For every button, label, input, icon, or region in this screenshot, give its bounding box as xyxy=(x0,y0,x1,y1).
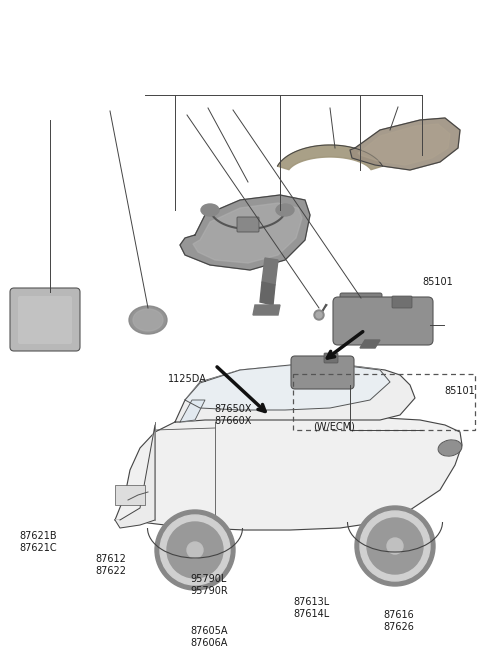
Circle shape xyxy=(155,510,235,590)
Text: 1125DA: 1125DA xyxy=(168,374,206,384)
FancyBboxPatch shape xyxy=(291,356,354,389)
Ellipse shape xyxy=(133,309,163,331)
Bar xyxy=(115,485,145,505)
Circle shape xyxy=(167,522,223,578)
Polygon shape xyxy=(115,415,462,530)
Polygon shape xyxy=(262,258,278,285)
Text: (W/ECM): (W/ECM) xyxy=(312,422,355,432)
Text: 87605A
87606A: 87605A 87606A xyxy=(190,626,228,648)
Text: 85101: 85101 xyxy=(444,386,475,396)
Polygon shape xyxy=(193,203,302,263)
Ellipse shape xyxy=(129,306,167,334)
Bar xyxy=(293,374,475,430)
Text: 87612
87622: 87612 87622 xyxy=(95,554,126,576)
FancyBboxPatch shape xyxy=(18,296,72,344)
Text: 87621B
87621C: 87621B 87621C xyxy=(19,531,57,553)
Text: 87616
87626: 87616 87626 xyxy=(383,610,414,632)
Polygon shape xyxy=(360,340,380,348)
Ellipse shape xyxy=(439,441,461,455)
Text: 85101: 85101 xyxy=(422,277,453,287)
Polygon shape xyxy=(115,425,155,528)
Circle shape xyxy=(316,312,322,318)
FancyBboxPatch shape xyxy=(237,217,259,232)
Polygon shape xyxy=(175,365,415,422)
Circle shape xyxy=(314,310,324,320)
FancyBboxPatch shape xyxy=(392,296,412,308)
Circle shape xyxy=(160,515,230,585)
Circle shape xyxy=(355,506,435,586)
Polygon shape xyxy=(277,145,383,170)
Circle shape xyxy=(367,518,423,574)
Circle shape xyxy=(360,511,430,581)
FancyBboxPatch shape xyxy=(10,288,80,351)
Polygon shape xyxy=(358,124,450,165)
Ellipse shape xyxy=(276,204,294,216)
FancyBboxPatch shape xyxy=(340,293,382,322)
Polygon shape xyxy=(180,400,205,422)
Text: 95790L
95790R: 95790L 95790R xyxy=(190,574,228,596)
Circle shape xyxy=(187,542,203,558)
Polygon shape xyxy=(350,118,460,170)
Polygon shape xyxy=(185,365,390,410)
Polygon shape xyxy=(260,282,275,305)
Text: 87650X
87660X: 87650X 87660X xyxy=(214,404,252,426)
Circle shape xyxy=(387,538,403,554)
Polygon shape xyxy=(253,305,280,315)
FancyBboxPatch shape xyxy=(333,297,433,345)
Polygon shape xyxy=(180,195,310,270)
FancyBboxPatch shape xyxy=(324,353,338,363)
Ellipse shape xyxy=(201,204,219,216)
Text: 87613L
87614L: 87613L 87614L xyxy=(294,597,330,619)
